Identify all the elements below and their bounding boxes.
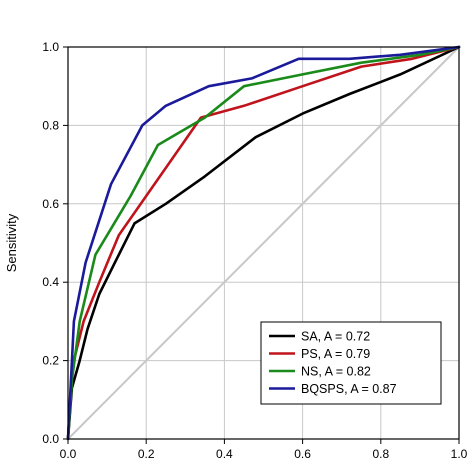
x-tick-label: 0.2 — [138, 447, 155, 461]
y-tick-label: 0.4 — [42, 275, 59, 289]
series-line-0 — [66, 45, 461, 441]
y-tick-label: 0.0 — [42, 432, 59, 446]
series-line-3 — [66, 45, 461, 441]
y-tick-label: 0.6 — [42, 197, 59, 211]
x-tick-label: 0.8 — [372, 447, 389, 461]
y-axis-label: Sensitivity — [4, 213, 19, 272]
legend-label: NS, A = 0.82 — [301, 365, 371, 379]
legend: SA, A = 0.72 PS, A = 0.79 NS, A = 0.82 BQSP… — [260, 321, 442, 405]
y-axis-ticks: 0.0 0.2 0.4 0.6 0.8 1.0 — [42, 40, 68, 446]
series-line-1 — [66, 45, 461, 441]
x-tick-label: 0.4 — [216, 447, 233, 461]
y-tick-label: 0.2 — [42, 354, 59, 368]
x-tick-label: 1.0 — [451, 447, 468, 461]
legend-label: SA, A = 0.72 — [301, 330, 370, 344]
x-tick-label: 0.0 — [60, 447, 77, 461]
reference-diagonal — [67, 46, 460, 440]
series-line-2 — [66, 45, 461, 441]
plot-frame — [67, 46, 460, 440]
reference-line — [67, 46, 460, 440]
y-tick-label: 0.8 — [42, 118, 59, 132]
x-axis-ticks: 0.0 0.2 0.4 0.6 0.8 1.0 — [60, 439, 468, 461]
series-lines — [66, 45, 461, 441]
y-tick-label: 1.0 — [42, 40, 59, 54]
x-tick-label: 0.6 — [294, 447, 311, 461]
legend-label: PS, A = 0.79 — [301, 347, 370, 361]
legend-label: BQSPS, A = 0.87 — [301, 382, 397, 396]
